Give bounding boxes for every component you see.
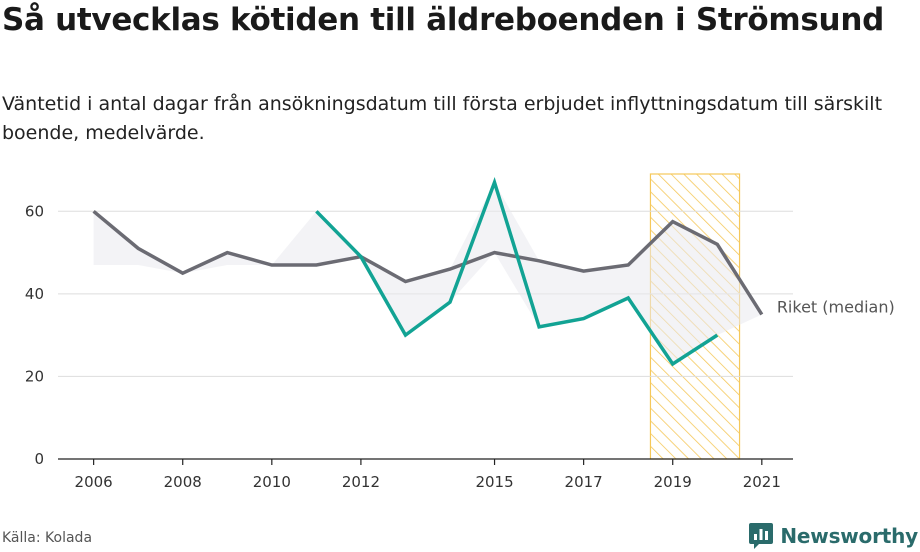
chart-title: Så utvecklas kötiden till äldreboenden i… [2,2,884,38]
x-tick-label-2015: 2015 [475,473,513,491]
x-tick-label-2008: 2008 [164,473,202,491]
x-tick-label-2021: 2021 [743,473,781,491]
x-tick-label-2006: 2006 [75,473,113,491]
brand-logo: Newsworthy [748,520,918,552]
chart-subtitle: Väntetid i antal dagar från ansökningsda… [2,93,883,144]
series-label-riket: Riket (median) [777,298,895,317]
x-tick-label-2019: 2019 [654,473,692,491]
brand-name: Newsworthy [780,524,918,548]
bar-chart-speech-bubble-icon [749,523,774,549]
difference-area [93,182,762,364]
x-tick-label-2017: 2017 [565,473,603,491]
x-tick-label-2012: 2012 [342,473,380,491]
y-tick-label-60: 60 [25,202,44,220]
y-tick-label-20: 20 [25,367,44,385]
series-line-stromsund [315,176,719,367]
y-tick-label-40: 40 [25,285,44,303]
y-tick-label-0: 0 [34,450,44,468]
source-note: Källa: Kolada [2,530,93,546]
series-line-riket [92,209,764,316]
x-tick-label-2010: 2010 [253,473,291,491]
